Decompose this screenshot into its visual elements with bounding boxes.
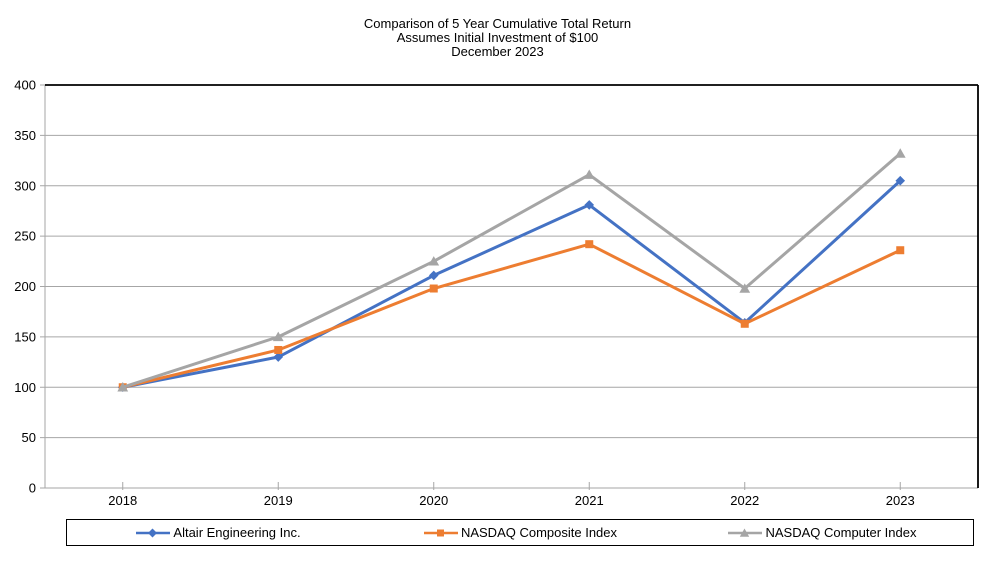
series-line bbox=[122, 152, 902, 389]
data-point-marker bbox=[272, 331, 284, 342]
series-line bbox=[122, 179, 902, 389]
data-point-marker bbox=[740, 319, 749, 328]
legend-label-nasdaq-composite: NASDAQ Composite Index bbox=[460, 525, 618, 540]
data-point-marker bbox=[273, 352, 284, 362]
data-point-marker bbox=[896, 246, 905, 255]
legend-label-nasdaq-computer: NASDAQ Computer Index bbox=[765, 525, 917, 540]
y-tick-label: 250 bbox=[14, 229, 36, 244]
y-tick-label: 350 bbox=[14, 128, 36, 143]
data-point-marker bbox=[428, 256, 440, 266]
legend-label-altair-engineering: Altair Engineering Inc. bbox=[173, 525, 301, 540]
square-marker-icon bbox=[436, 529, 444, 536]
chart-title-line-1: Comparison of 5 Year Cumulative Total Re… bbox=[363, 16, 632, 31]
legend-item-nasdaq-computer: NASDAQ Computer Index bbox=[671, 520, 973, 545]
x-tick-label: 2019 bbox=[264, 493, 293, 508]
y-tick-label: 150 bbox=[14, 329, 36, 344]
y-tick-label: 300 bbox=[14, 178, 36, 193]
x-tick-label: 2023 bbox=[886, 493, 915, 508]
legend-line-square-icon bbox=[423, 529, 458, 536]
data-point-marker bbox=[585, 240, 594, 249]
triangle-marker-icon bbox=[740, 528, 750, 537]
series-line bbox=[122, 242, 901, 389]
x-tick-label: 2021 bbox=[575, 493, 604, 508]
legend-item-nasdaq-composite: NASDAQ Composite Index bbox=[369, 520, 671, 545]
y-tick-label: 100 bbox=[14, 380, 36, 395]
x-tick-label: 2018 bbox=[108, 493, 137, 508]
line-chart-plot: 0 50 100 150 200 250 300 350 400 2018 2019 2020 2021… bbox=[14, 78, 979, 508]
y-tick-label: 200 bbox=[14, 279, 36, 294]
chart-title-line-2: Assumes Initial Investment of $100 bbox=[396, 30, 599, 45]
legend: Altair Engineering Inc. NASDAQ Composite… bbox=[66, 519, 974, 546]
y-tick-label: 50 bbox=[22, 430, 36, 445]
data-point-marker bbox=[895, 175, 906, 186]
legend-line-triangle-icon bbox=[728, 528, 763, 537]
diamond-marker-icon bbox=[148, 528, 158, 537]
y-tick-label: 0 bbox=[29, 481, 36, 496]
data-point-marker bbox=[117, 382, 129, 392]
x-tick-label: 2022 bbox=[730, 493, 759, 508]
x-tick-label: 2020 bbox=[419, 493, 448, 508]
legend-item-altair-engineering: Altair Engineering Inc. bbox=[67, 520, 369, 545]
legend-line-diamond-icon bbox=[136, 528, 171, 537]
data-point-marker bbox=[429, 284, 438, 293]
chart-title: Comparison of 5 Year Cumulative Total Re… bbox=[0, 17, 995, 59]
y-tick-label: 400 bbox=[14, 78, 36, 93]
data-point-marker bbox=[894, 148, 906, 158]
data-point-marker bbox=[428, 270, 439, 281]
chart-title-line-3: December 2023 bbox=[451, 44, 544, 59]
data-point-marker bbox=[274, 345, 283, 354]
data-point-marker bbox=[583, 169, 595, 179]
data-point-marker bbox=[584, 200, 595, 210]
data-point-marker bbox=[739, 283, 751, 293]
